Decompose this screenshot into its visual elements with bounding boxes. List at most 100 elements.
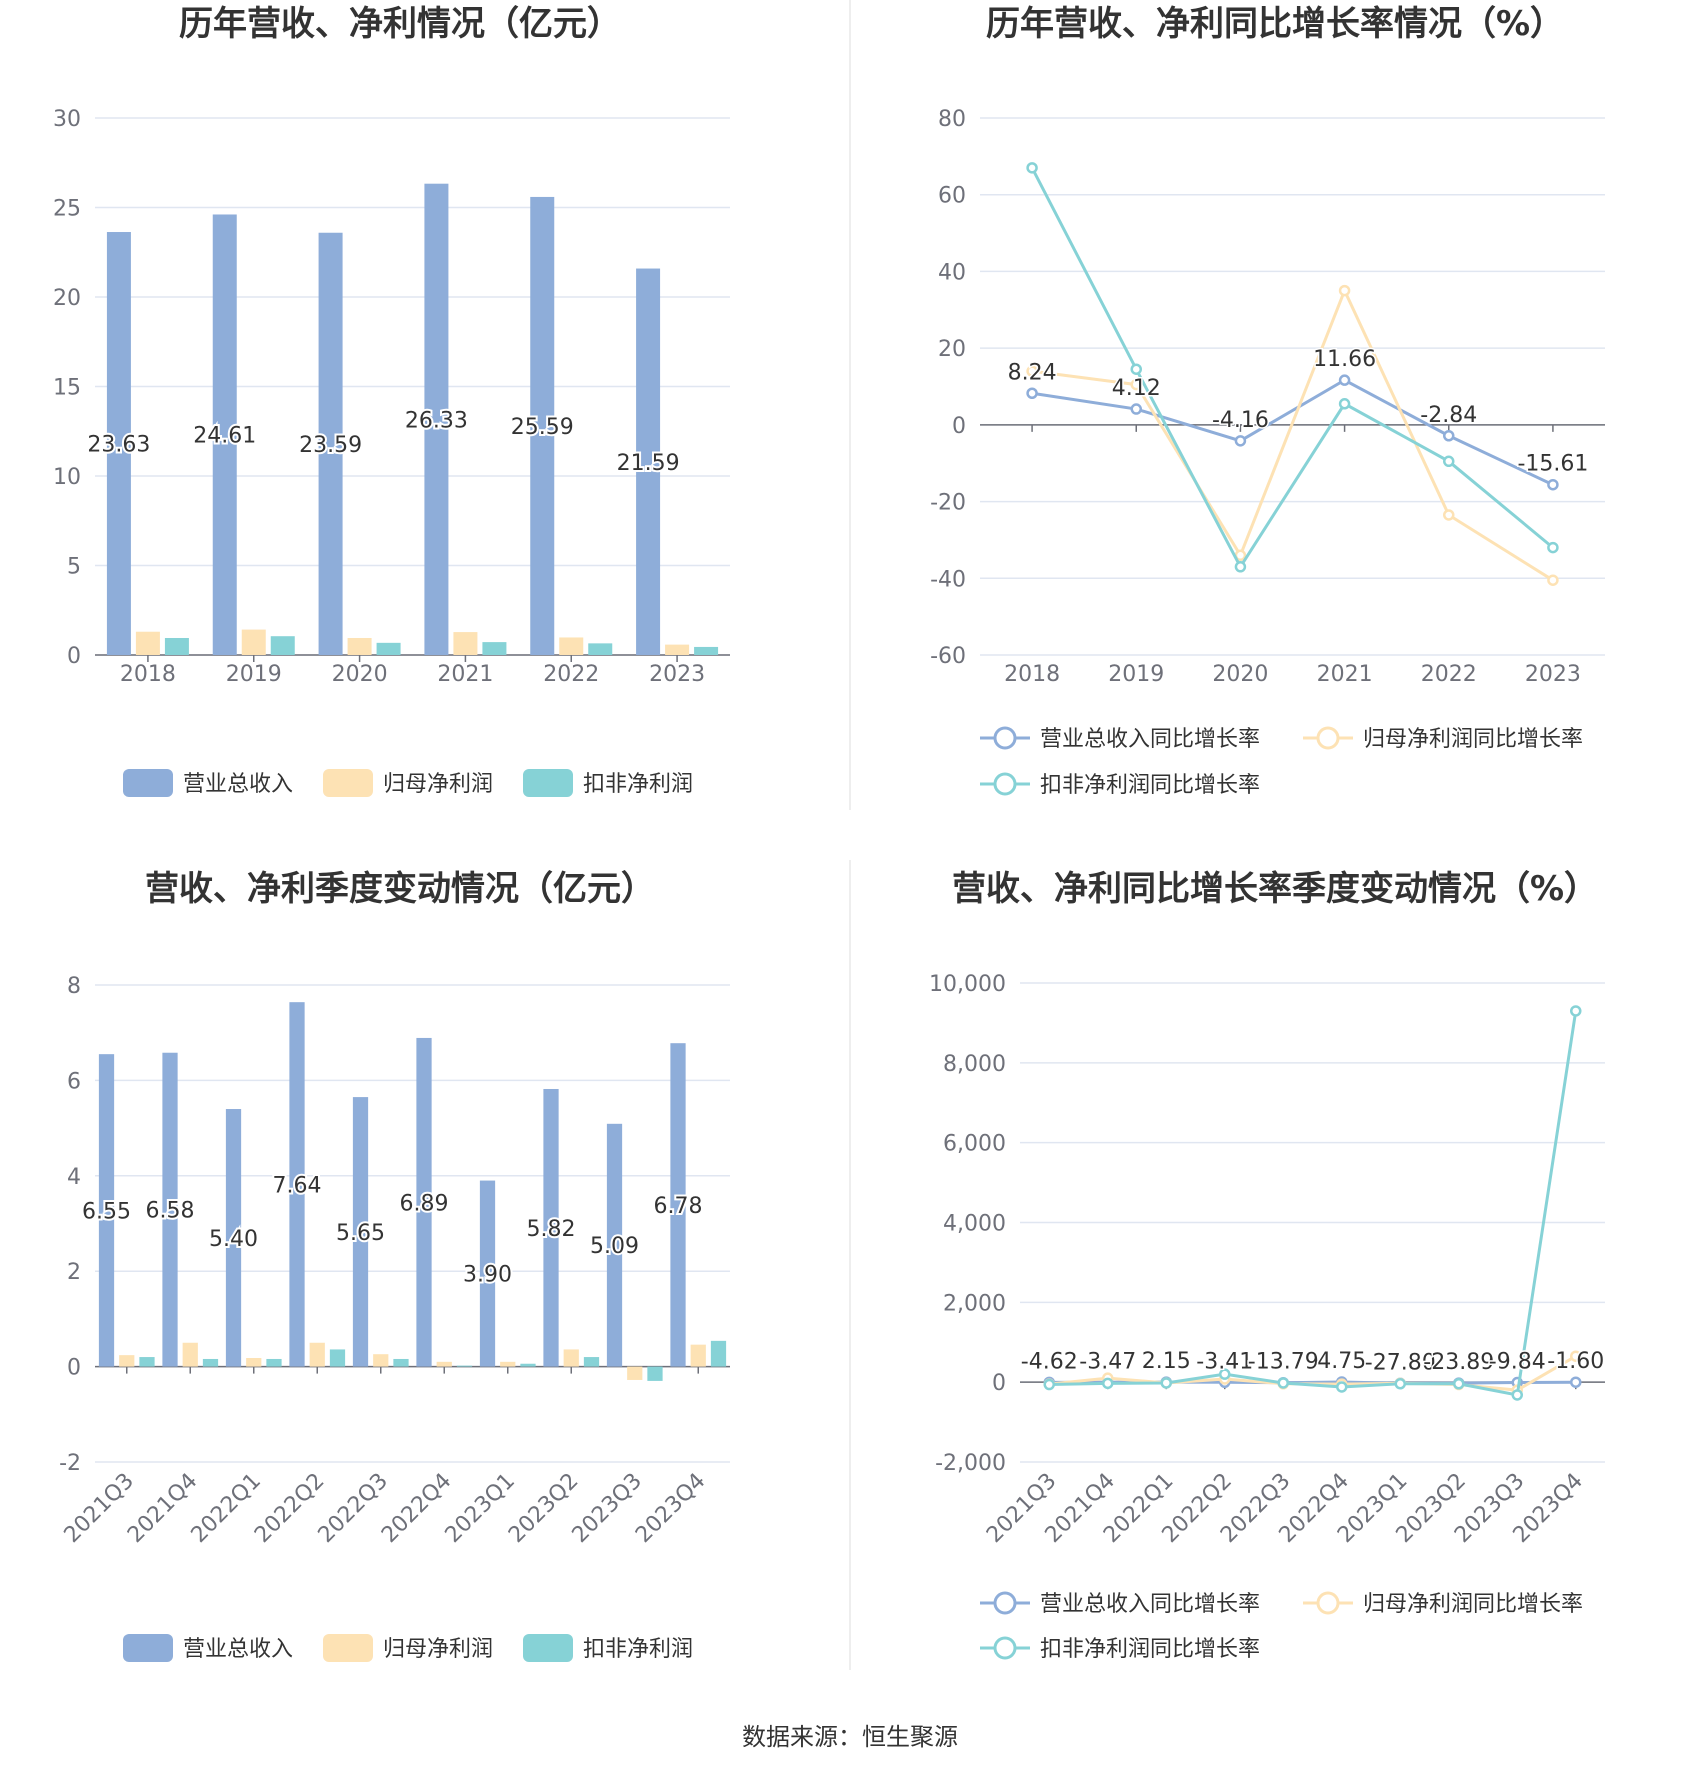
legend-label: 归母净利润 [383, 1637, 493, 1662]
chart-title: 历年营收、净利情况（亿元） [179, 4, 621, 44]
bar [694, 646, 719, 655]
y-tick-label: 2 [67, 1260, 81, 1285]
bar [376, 642, 401, 655]
data-point [1026, 387, 1038, 400]
data-point [1130, 378, 1142, 391]
data-point [1026, 162, 1038, 174]
bar [583, 1357, 600, 1367]
legend-label: 营业总收入 [183, 772, 293, 797]
bar [135, 631, 160, 655]
x-tick-label: 2020 [332, 662, 388, 687]
legend-label: 归母净利润同比增长率 [1363, 727, 1583, 752]
legend-label: 归母净利润 [383, 772, 493, 797]
y-tick-label: 0 [992, 1371, 1006, 1396]
data-point [1394, 1378, 1406, 1390]
bar-value-label: 26.33 [405, 408, 468, 433]
bar-value-label: 7.64 [273, 1173, 322, 1198]
data-point [1234, 561, 1247, 573]
y-tick-label: -2,000 [935, 1451, 1006, 1476]
data-point [1160, 1377, 1172, 1389]
y-tick-label: 60 [938, 184, 966, 209]
bar [424, 183, 449, 655]
y-tick-label: -2 [59, 1451, 81, 1476]
legend-swatch [523, 769, 573, 797]
bar [309, 1342, 325, 1367]
x-tick-label: 2021Q4 [123, 1469, 202, 1548]
y-tick-label: 40 [938, 260, 966, 285]
point-value-label: 2.15 [1142, 1349, 1191, 1374]
x-tick-label: 2022Q2 [250, 1469, 329, 1548]
point-value-label: 4.75 [1317, 1349, 1366, 1374]
bar [627, 1366, 643, 1380]
series-line [1031, 378, 1554, 487]
y-tick-label: 5 [67, 555, 81, 580]
bar-value-label: 6.89 [400, 1191, 449, 1216]
y-tick-label: 0 [67, 644, 81, 669]
y-tick-label: 15 [53, 376, 81, 401]
bar [543, 1088, 559, 1367]
legend-label: 营业总收入同比增长率 [1040, 727, 1260, 752]
bar [202, 1358, 219, 1367]
bar [559, 637, 584, 655]
data-point [1547, 541, 1559, 554]
bar-value-label: 3.90 [463, 1263, 512, 1288]
y-tick-label: 4,000 [943, 1212, 1006, 1237]
data-point [1443, 455, 1455, 468]
bar [266, 1358, 282, 1367]
legend-swatch [323, 769, 373, 797]
bar-value-label: 24.61 [193, 424, 256, 449]
y-tick-label: 8,000 [943, 1052, 1006, 1077]
bar [352, 1097, 369, 1367]
quarterly-revenue-profit-chart: 营收、净利季度变动情况（亿元） -2 0 2 4 6 8 2021Q32021Q42022Q1… [59, 869, 730, 1662]
bar [588, 643, 613, 655]
series-line [1031, 286, 1554, 582]
bar [530, 196, 555, 655]
data-point [1130, 403, 1142, 415]
bar [647, 1366, 663, 1381]
bar-value-label: 5.65 [336, 1221, 385, 1246]
annual-revenue-profit-chart: 历年营收、净利情况（亿元） 0 5 10 15 20 25 30 2018 2019 2020 202… [53, 4, 730, 797]
bar [318, 232, 343, 655]
point-value-label: -23.89 [1423, 1350, 1494, 1375]
legend-label: 扣非净利润同比增长率 [1040, 773, 1260, 798]
bar [289, 1002, 305, 1367]
chart-title: 营收、净利同比增长率季度变动情况（%） [952, 869, 1598, 909]
bar [119, 1355, 135, 1367]
legend-label: 扣非净利润 [583, 1637, 693, 1662]
legend-swatch [123, 769, 173, 797]
data-point [1338, 374, 1351, 386]
bar [456, 1365, 473, 1367]
y-tick-label: 10 [53, 465, 81, 490]
legend-label: 归母净利润同比增长率 [1363, 1592, 1583, 1617]
point-value-label: -4.62 [1021, 1349, 1078, 1374]
data-point [1043, 1378, 1055, 1391]
bar-value-label: 23.59 [299, 433, 362, 458]
y-tick-label: 20 [53, 286, 81, 311]
quarterly-growth-rate-chart: 营收、净利同比增长率季度变动情况（%） -2,000 0 2,000 4,000 6,00… [929, 869, 1606, 1662]
bar [636, 268, 661, 655]
data-point [1443, 509, 1455, 521]
x-tick-label: 2022Q1 [187, 1469, 266, 1548]
x-tick-label: 2022 [543, 662, 599, 687]
y-tick-label: -60 [930, 644, 966, 669]
y-tick-label: 30 [53, 107, 81, 132]
bar [479, 1180, 496, 1367]
bar [182, 1342, 198, 1367]
legend-marker [993, 1591, 1017, 1615]
data-source-note: 数据来源：恒生聚源 [742, 1723, 958, 1751]
bar [606, 1123, 623, 1367]
bar [520, 1363, 536, 1367]
data-point [1102, 1377, 1114, 1390]
data-point [1130, 363, 1142, 375]
data-point [1570, 1005, 1582, 1017]
x-tick-label: 2023 [1525, 662, 1581, 687]
bar-value-label: 21.59 [617, 451, 680, 476]
point-value-label: 11.66 [1313, 347, 1376, 372]
point-value-label: 8.24 [1008, 360, 1057, 385]
data-point [1570, 1376, 1582, 1388]
y-tick-label: -20 [930, 491, 966, 516]
data-point [1234, 435, 1247, 447]
data-point [1026, 365, 1038, 377]
bar [710, 1340, 727, 1367]
